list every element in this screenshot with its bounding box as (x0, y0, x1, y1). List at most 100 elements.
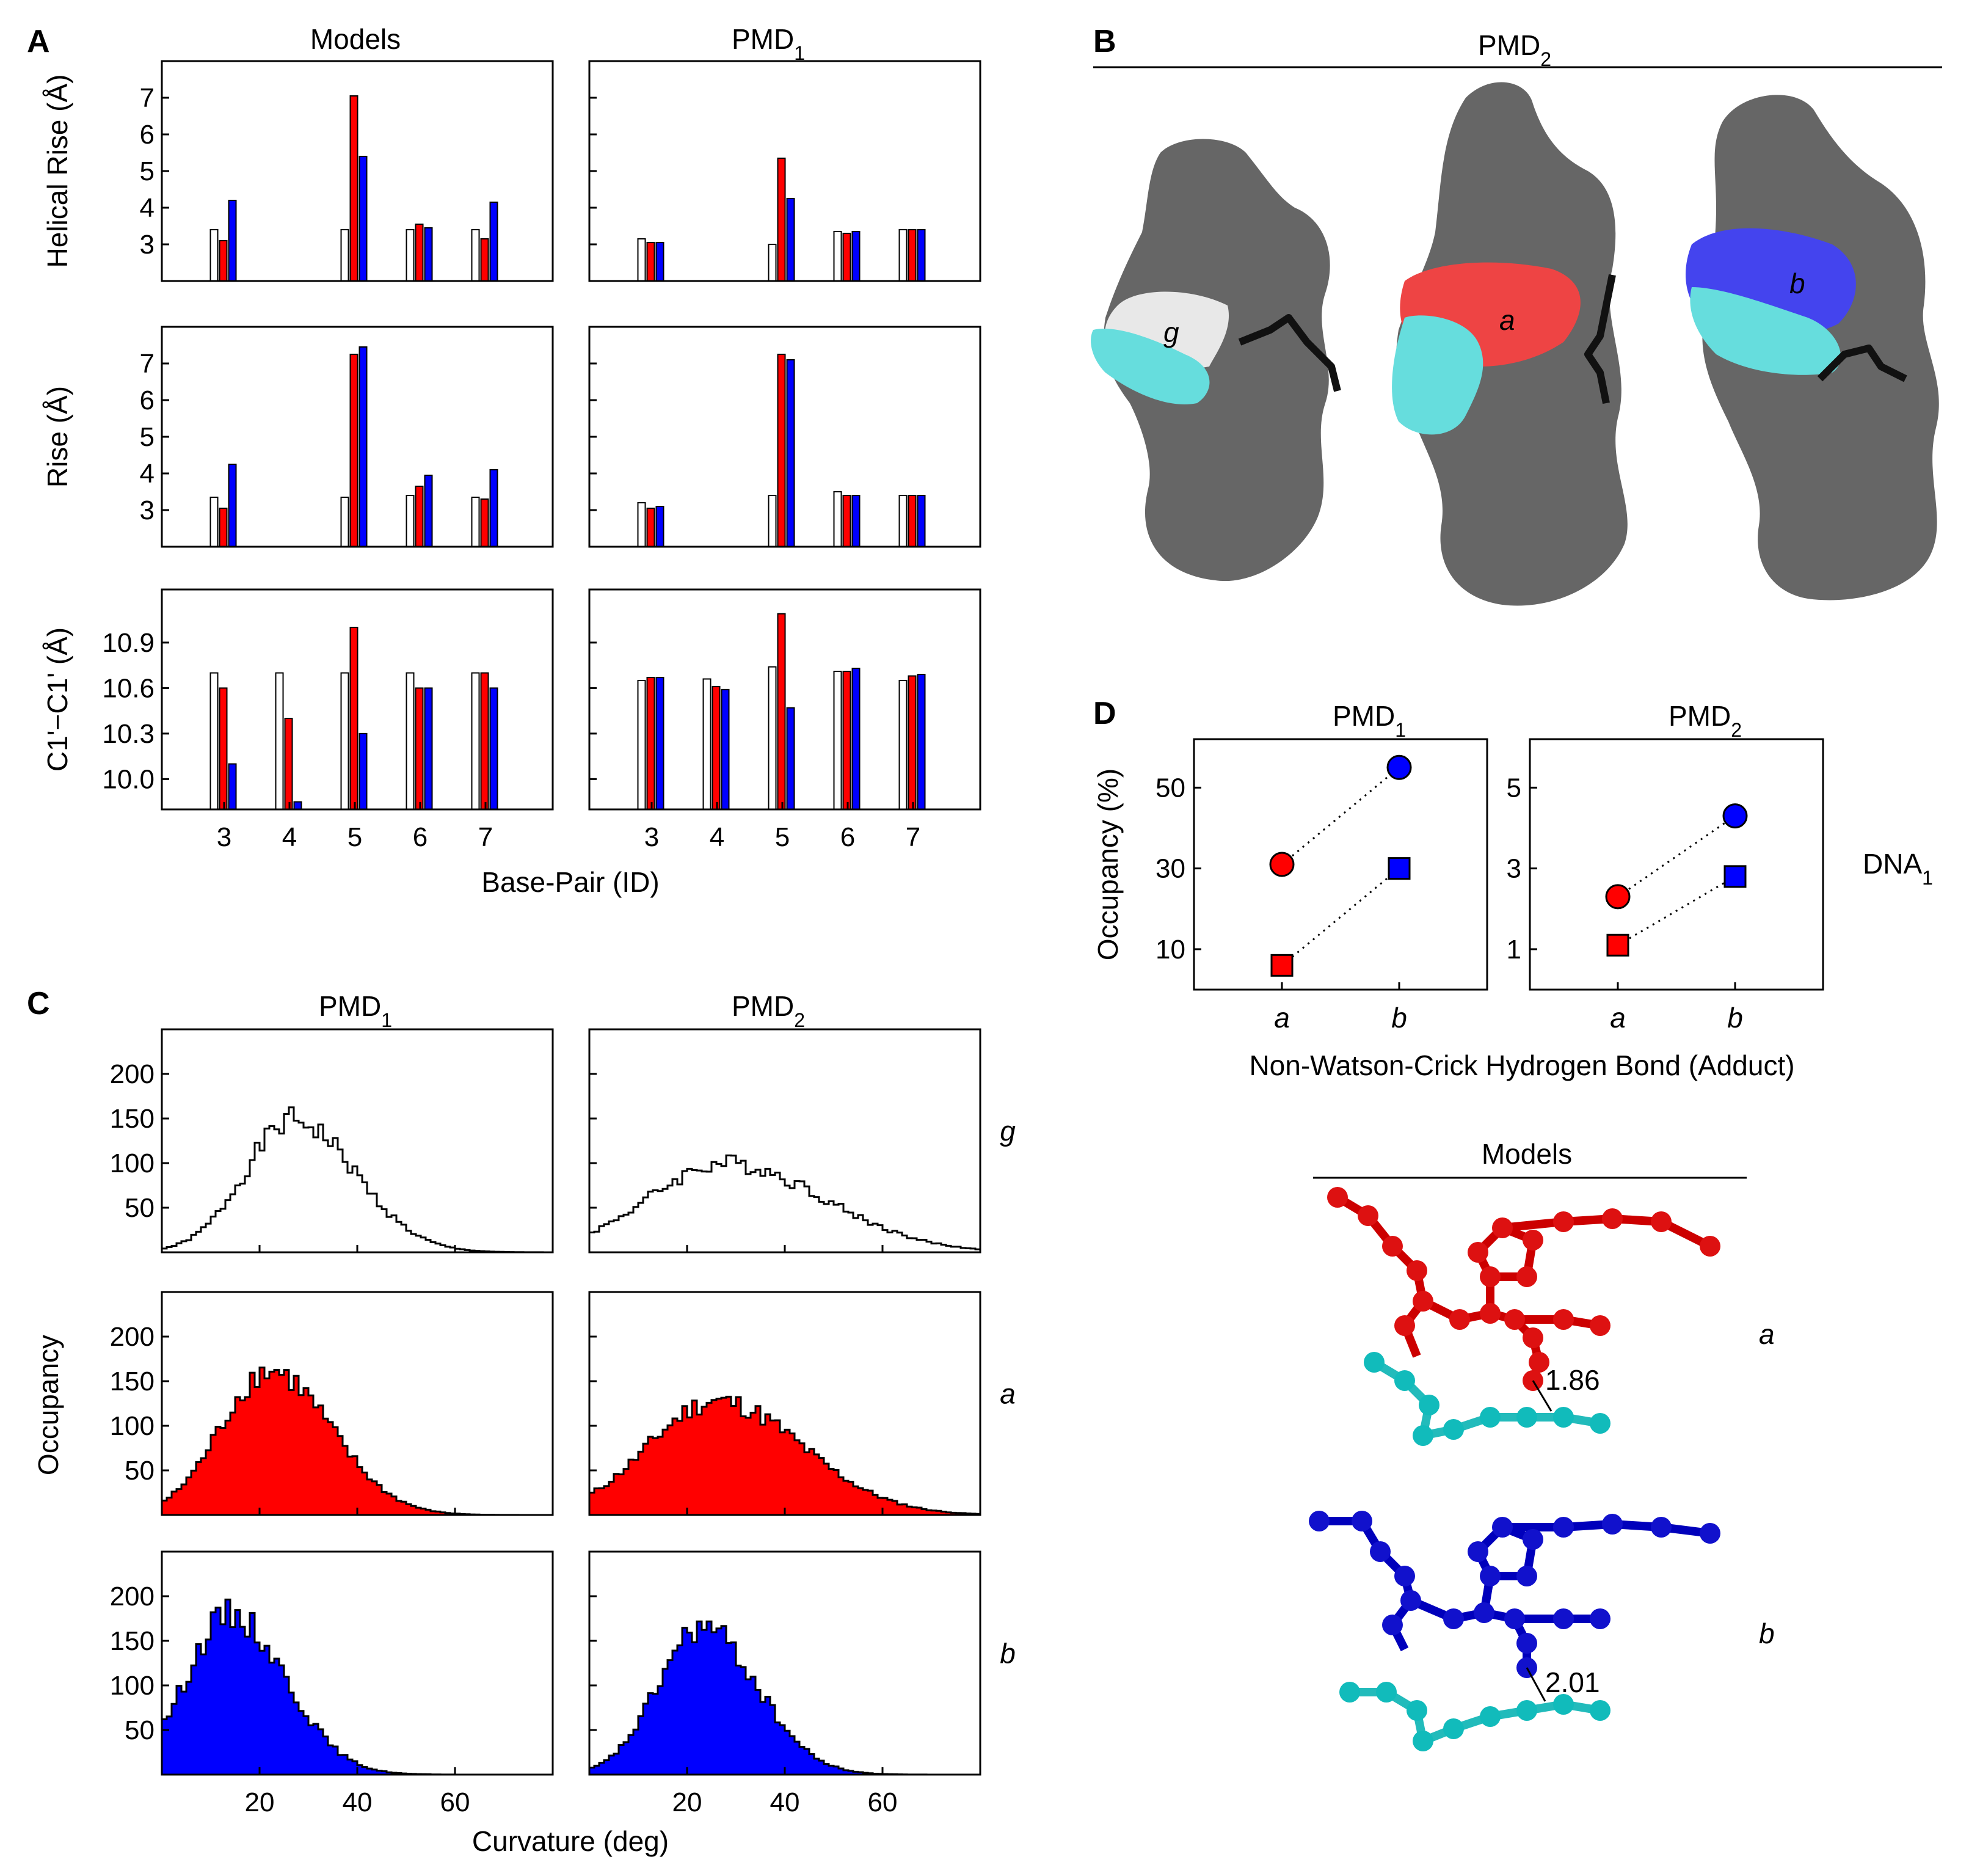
surface-structure-g: g (1091, 139, 1341, 582)
bar-1-0-3-g (471, 497, 480, 547)
bar-0-1-0-b (655, 242, 664, 282)
ytick-label: 150 (110, 1367, 155, 1396)
panel-label-d: D (1093, 696, 1116, 731)
panel-d-ylabel: Occupancy (%) (1092, 768, 1124, 960)
xtick-label: 7 (906, 822, 920, 852)
ytick-label: 200 (110, 1322, 155, 1352)
model-b-ball-stick: 2.01 b (1309, 1511, 1775, 1751)
bar-0-1-3-a (908, 229, 917, 282)
ytick-label: 7 (140, 349, 155, 379)
bar-2-1-4-g (898, 679, 908, 811)
plot-frame (1193, 738, 1488, 991)
bar-2-0-2-g (340, 672, 349, 811)
plot-frame (161, 588, 554, 811)
histogram-b-1 (588, 1620, 980, 1776)
bar-1-0-2-g (406, 495, 415, 547)
bar-0-1-2-g (833, 231, 842, 282)
xtick-label: a (1274, 1002, 1290, 1034)
bar-2-1-3-g (833, 671, 842, 810)
xtick-label: 5 (348, 822, 362, 852)
panel-d-side-label: DNA1 (1863, 848, 1933, 889)
panel-label-a: A (27, 24, 50, 59)
bar-2-0-2-a (349, 627, 358, 810)
bar-1-1-1-g (768, 495, 777, 547)
surface-label-a: a (1499, 304, 1515, 336)
ytick-label: 6 (140, 120, 155, 150)
xtick-label: 6 (413, 822, 428, 852)
bar-0-0-3-b (489, 202, 498, 282)
bar-2-0-3-a (415, 687, 424, 810)
bar-1-1-2-g (833, 491, 842, 547)
bar-2-1-2-b (786, 707, 795, 810)
bar-2-1-1-g (702, 678, 712, 811)
plot-frame (588, 1028, 981, 1254)
bar-2-1-4-b (917, 674, 926, 810)
bar-1-1-3-g (898, 495, 908, 547)
panel-d-xlabel: Non-Watson-Crick Hydrogen Bond (Adduct) (1249, 1049, 1794, 1081)
xtick-label: 5 (775, 822, 790, 852)
ylabel-row-1: Rise (Å) (42, 386, 73, 487)
bar-2-0-1-b (293, 801, 302, 810)
panel-c-title-pmd1: PMD1 (319, 990, 392, 1031)
bar-1-0-0-b (228, 464, 237, 547)
panel-a-title-pmd1: PMD1 (732, 23, 805, 64)
bar-2-0-0-b (228, 763, 237, 810)
panel-a-bar-charts: 3 4 5 6 7 Helical Rise (Å) 3 4 5 6 7 Rise (Å) 10.0 10… (42, 60, 981, 852)
xtick-label: 60 (868, 1787, 898, 1817)
point-circle-a (1605, 884, 1631, 910)
bar-2-0-3-g (406, 672, 415, 811)
panel-d-scatter: a b 10 30 50 a b 1 3 5 Occupancy (%) (1092, 738, 1824, 1034)
bar-2-1-2-g (768, 666, 777, 811)
bar-2-1-0-g (637, 679, 646, 811)
histogram-a-0 (161, 1367, 554, 1516)
bar-1-0-3-b (489, 469, 498, 547)
bar-2-1-4-a (908, 675, 917, 810)
bar-1-1-0-g (637, 502, 646, 547)
xtick-label: b (1391, 1002, 1407, 1034)
bar-1-0-3-a (480, 498, 489, 547)
ytick-label: 50 (125, 1193, 155, 1223)
ytick-label: 3 (140, 495, 155, 525)
bar-0-0-1-a (349, 95, 358, 282)
panel-a-title-models: Models (310, 23, 401, 55)
bar-2-0-3-b (424, 687, 433, 810)
bar-2-0-4-a (480, 672, 489, 811)
bar-0-0-3-a (480, 238, 489, 282)
bar-0-0-2-b (424, 227, 433, 282)
bar-1-1-1-a (777, 354, 786, 547)
model-a-ball-stick: 1.86 a (1327, 1187, 1775, 1446)
ytick-label: 100 (110, 1411, 155, 1441)
bar-0-0-1-b (358, 156, 368, 282)
xtick-label: 4 (710, 822, 724, 852)
xtick-label: 4 (282, 822, 297, 852)
model-b-label: b (1759, 1618, 1775, 1649)
plot-frame (1529, 738, 1824, 991)
bar-0-1-1-g (768, 244, 777, 282)
ytick-label: 150 (110, 1104, 155, 1134)
model-a-label: a (1759, 1318, 1775, 1350)
ytick-label: 50 (1156, 773, 1185, 803)
bar-2-1-3-b (851, 668, 861, 810)
bar-2-1-3-a (842, 671, 851, 810)
point-circle-b (1386, 754, 1412, 780)
point-circle-a (1269, 852, 1295, 877)
bar-0-0-2-a (415, 224, 424, 282)
bar-1-1-0-a (646, 508, 655, 547)
ytick-label: 6 (140, 385, 155, 415)
bar-0-1-3-b (917, 229, 926, 282)
ytick-label: 3 (140, 230, 155, 260)
ytick-label: 10.3 (102, 719, 155, 749)
xtick-label: 40 (343, 1787, 373, 1817)
dotted-link-circle (1281, 767, 1400, 866)
histogram-row-label-b: b (1000, 1638, 1016, 1670)
bar-1-0-2-b (424, 475, 433, 547)
bar-0-1-2-a (842, 233, 851, 282)
bar-0-0-0-a (219, 240, 228, 282)
bar-2-1-0-a (646, 677, 655, 810)
bar-2-1-2-a (777, 613, 786, 810)
xtick-label: 20 (245, 1787, 275, 1817)
ytick-label: 5 (140, 422, 155, 452)
panel-b-title: PMD2 (1478, 29, 1551, 70)
panel-a-xlabel: Base-Pair (ID) (481, 866, 659, 898)
